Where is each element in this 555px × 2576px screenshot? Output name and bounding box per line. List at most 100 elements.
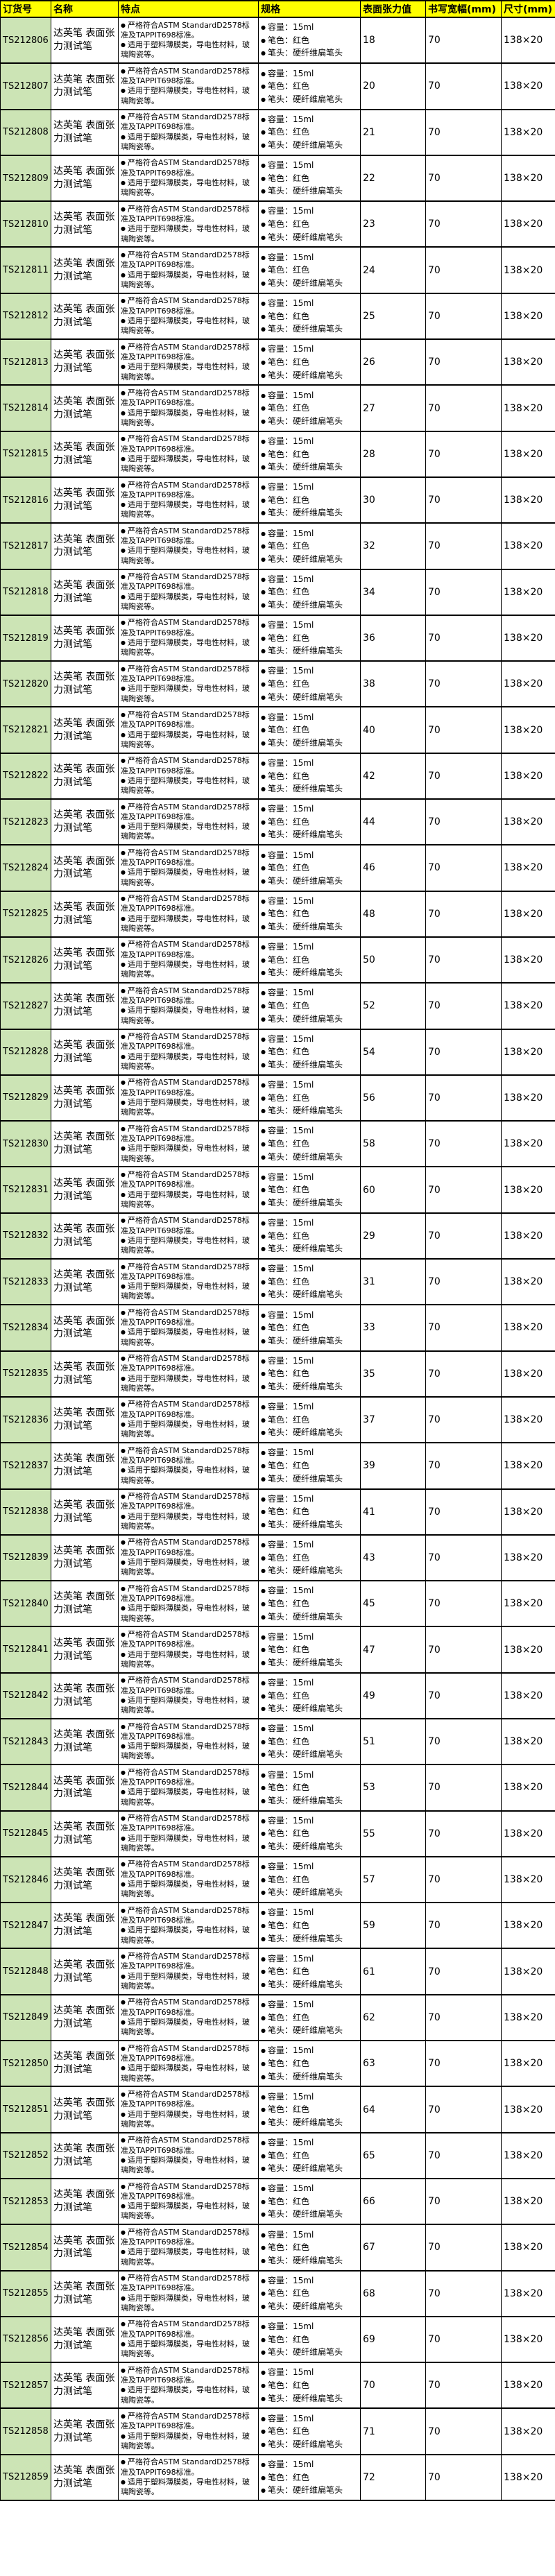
order-no-cell: TS212831 <box>0 1166 51 1214</box>
surface-tension-cell: 60 <box>360 1166 426 1214</box>
feature-text: 严格符合ASTM StandardD2578标准及TAPPIT698标准。 <box>121 1814 250 1833</box>
spec-item: ● 笔色：红色 <box>261 218 359 231</box>
product-name-cell: 达英笔 表面张力测试笔 <box>51 1488 119 1536</box>
bullet-icon: ● <box>261 2303 266 2310</box>
surface-tension-cell: 63 <box>360 2040 426 2088</box>
spec-item: ● 容量：15ml <box>261 113 359 126</box>
bullet-icon: ● <box>121 1447 126 1454</box>
order-no-cell: TS212849 <box>0 1993 51 2042</box>
table-row: TS212831 达英笔 表面张力测试笔 ● 严格符合ASTM StandardD… <box>0 1166 555 1214</box>
feature-item: ● 适用于塑料薄膜类，导电性材料，玻璃陶瓷等。 <box>121 1098 257 1118</box>
bullet-icon: ● <box>121 2090 126 2097</box>
table-row: TS212824 达英笔 表面张力测试笔 ● 严格符合ASTM StandardD… <box>0 844 555 892</box>
spec-text: 笔色：红色 <box>267 1001 309 1011</box>
spec-text: 笔头：硬纤维扁笔头 <box>267 1519 343 1529</box>
bullet-icon: ● <box>121 1493 126 1500</box>
product-name: 达英笔 表面张力测试笔 <box>53 1775 115 1800</box>
product-name-cell: 达英笔 表面张力测试笔 <box>51 154 119 203</box>
spec-text: 笔色：红色 <box>267 725 309 735</box>
bullet-icon: ● <box>261 418 266 424</box>
bullet-icon: ● <box>121 2203 126 2210</box>
spec-item: ● 容量：15ml <box>261 619 359 632</box>
bullet-icon: ● <box>121 1033 126 1040</box>
spec-text: 笔色：红色 <box>267 1736 309 1746</box>
table-header: 订货号 名称 特点 规格 表面张力值 书写宽幅(mm) 尺寸(mm) <box>0 0 555 18</box>
size-cell: 138×20 <box>501 1902 555 1950</box>
features-cell: ● 严格符合ASTM StandardD2578标准及TAPPIT698标准。 ●… <box>118 1626 259 1674</box>
product-name: 达英笔 表面张力测试笔 <box>53 1499 115 1524</box>
table-row: TS212810 达英笔 表面张力测试笔 ● 严格符合ASTM StandardD… <box>0 200 555 248</box>
writing-width-value: 70 <box>428 540 441 552</box>
bullet-icon: ● <box>261 2257 266 2264</box>
product-name-cell: 达英笔 表面张力测试笔 <box>51 982 119 1030</box>
spec-text: 笔色：红色 <box>267 2288 309 2299</box>
bullet-icon: ● <box>121 2018 126 2025</box>
specs-cell: ● 容量：15ml ● 笔色：红色 ● 笔头：硬纤维扁笔头 <box>258 16 361 65</box>
feature-text: 严格符合ASTM StandardD2578标准及TAPPIT698标准。 <box>121 2319 250 2339</box>
feature-text: 严格符合ASTM StandardD2578标准及TAPPIT698标准。 <box>121 2043 250 2063</box>
feature-text: 严格符合ASTM StandardD2578标准及TAPPIT698标准。 <box>121 66 250 86</box>
writing-width-value: 70 <box>428 173 441 184</box>
spec-item: ● 笔色：红色 <box>261 1735 359 1749</box>
surface-tension-cell: 45 <box>360 1580 426 1628</box>
specs-cell: ● 容量：15ml ● 笔色：红色 ● 笔头：硬纤维扁笔头 <box>258 2086 361 2133</box>
order-no: TS212808 <box>3 127 49 138</box>
bullet-icon: ● <box>121 895 126 902</box>
table-row: TS212838 达英笔 表面张力测试笔 ● 严格符合ASTM StandardD… <box>0 1488 555 1536</box>
specs-cell: ● 容量：15ml ● 笔色：红色 ● 笔头：硬纤维扁笔头 <box>258 1074 361 1122</box>
feature-text: 适用于塑料薄膜类，导电性材料，玻璃陶瓷等。 <box>121 1420 250 1439</box>
feature-text: 严格符合ASTM StandardD2578标准及TAPPIT698标准。 <box>121 1032 250 1051</box>
bullet-icon: ● <box>261 589 266 596</box>
feature-text: 严格符合ASTM StandardD2578标准及TAPPIT698标准。 <box>121 940 250 959</box>
spec-item: ● 笔色：红色 <box>261 861 359 875</box>
order-no-cell: TS212826 <box>0 936 51 984</box>
order-no-cell: TS212847 <box>0 1902 51 1950</box>
spec-text: 容量：15ml <box>267 1769 314 1780</box>
feature-item: ● 严格符合ASTM StandardD2578标准及TAPPIT698标准。 <box>121 1400 257 1420</box>
size-cell: 138×20 <box>501 1672 555 1719</box>
specs-cell: ● 容量：15ml ● 笔色：红色 ● 笔头：硬纤维扁笔头 <box>258 1948 361 1995</box>
order-no-cell: TS212836 <box>0 1396 51 1444</box>
spec-text: 笔头：硬纤维扁笔头 <box>267 94 343 104</box>
spec-item: ● 笔色：红色 <box>261 1414 359 1427</box>
surface-tension-value: 52 <box>363 1000 375 1012</box>
spec-text: 笔色：红色 <box>267 771 309 781</box>
bullet-icon: ● <box>261 1371 266 1377</box>
bullet-icon: ● <box>121 133 126 140</box>
feature-item: ● 严格符合ASTM StandardD2578标准及TAPPIT698标准。 <box>121 1676 257 1696</box>
feature-text: 适用于塑料薄膜类，导电性材料，玻璃陶瓷等。 <box>121 2017 250 2037</box>
spec-text: 笔头：硬纤维扁笔头 <box>267 370 343 380</box>
size-cell: 138×20 <box>501 1488 555 1536</box>
size-value: 138×20 <box>504 2149 543 2161</box>
writing-width-cell: 70 <box>425 2040 502 2088</box>
feature-item: ● 适用于塑料薄膜类，导电性材料，玻璃陶瓷等。 <box>121 2385 257 2405</box>
feature-text: 严格符合ASTM StandardD2578标准及TAPPIT698标准。 <box>121 1676 250 1695</box>
table-row: TS212813 达英笔 表面张力测试笔 ● 严格符合ASTM StandardD… <box>0 338 555 386</box>
spec-item: ● 容量：15ml <box>261 941 359 954</box>
spec-text: 笔色：红色 <box>267 81 309 92</box>
bullet-icon: ● <box>261 451 266 458</box>
specs-cell: ● 容量：15ml ● 笔色：红色 ● 笔头：硬纤维扁笔头 <box>258 844 361 892</box>
bullet-icon: ● <box>261 1416 266 1423</box>
bullet-icon: ● <box>261 1679 266 1686</box>
order-no: TS212834 <box>3 1322 49 1333</box>
spec-text: 笔头：硬纤维扁笔头 <box>267 1427 343 1438</box>
size-value: 138×20 <box>504 908 543 920</box>
bullet-icon: ● <box>261 2060 266 2067</box>
spec-item: ● 容量：15ml <box>261 1906 359 1919</box>
order-no: TS212852 <box>3 2150 49 2161</box>
feature-item: ● 适用于塑料薄膜类，导电性材料，玻璃陶瓷等。 <box>121 914 257 934</box>
spec-text: 笔色：红色 <box>267 219 309 230</box>
bullet-icon: ● <box>121 1467 126 1474</box>
size-value: 138×20 <box>504 770 543 782</box>
feature-text: 严格符合ASTM StandardD2578标准及TAPPIT698标准。 <box>121 1400 250 1419</box>
spec-text: 容量：15ml <box>267 620 314 630</box>
specs-cell: ● 容量：15ml ● 笔色：红色 ● 笔头：硬纤维扁笔头 <box>258 200 361 248</box>
specs-cell: ● 容量：15ml ● 笔色：红色 ● 笔头：硬纤维扁笔头 <box>258 1258 361 1306</box>
spec-item: ● 笔色：红色 <box>261 2195 359 2208</box>
bullet-icon: ● <box>261 773 266 780</box>
feature-text: 适用于塑料薄膜类，导电性材料，玻璃陶瓷等。 <box>121 1604 250 1623</box>
size-cell: 138×20 <box>501 568 555 616</box>
surface-tension-value: 61 <box>363 1966 375 1977</box>
bullet-icon: ● <box>261 1659 266 1666</box>
